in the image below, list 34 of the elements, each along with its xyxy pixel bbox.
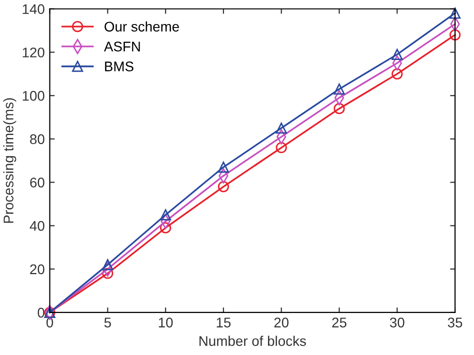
- point: [334, 84, 345, 95]
- point: [276, 122, 287, 134]
- point: [276, 142, 287, 154]
- x-tick-label: 25: [332, 318, 346, 328]
- point: [449, 29, 461, 40]
- y-tick-label: 140: [22, 4, 44, 14]
- y-tick-label: 20: [30, 264, 44, 274]
- x-tick-label: 10: [158, 318, 173, 328]
- point: [218, 181, 230, 192]
- y-tick-label: 0: [38, 308, 44, 318]
- point: [102, 259, 114, 270]
- x-tick-label: 35: [448, 318, 462, 328]
- y-axis-title: Processing time(ms): [3, 98, 16, 223]
- legend-label: Our scheme: [104, 21, 179, 32]
- y-tick-label: 120: [22, 48, 44, 58]
- point: [392, 48, 403, 60]
- point: [218, 162, 230, 173]
- x-tick-label: 15: [216, 318, 231, 328]
- x-axis-title: Number of blocks: [200, 336, 306, 346]
- point: [449, 8, 461, 19]
- point: [392, 68, 403, 80]
- point: [102, 268, 114, 279]
- y-tick-label: 80: [30, 134, 44, 144]
- point: [160, 222, 172, 234]
- legend-label: BMS: [105, 62, 134, 72]
- x-tick-label: 20: [274, 318, 289, 328]
- x-tick-label: 30: [390, 318, 404, 328]
- y-tick-label: 100: [22, 90, 44, 101]
- y-tick-label: 40: [30, 221, 44, 231]
- point: [160, 209, 172, 220]
- x-tick-label: 5: [104, 318, 111, 328]
- y-tick-label: 60: [30, 178, 44, 188]
- point: [334, 103, 345, 114]
- legend-label: ASFN: [104, 42, 140, 52]
